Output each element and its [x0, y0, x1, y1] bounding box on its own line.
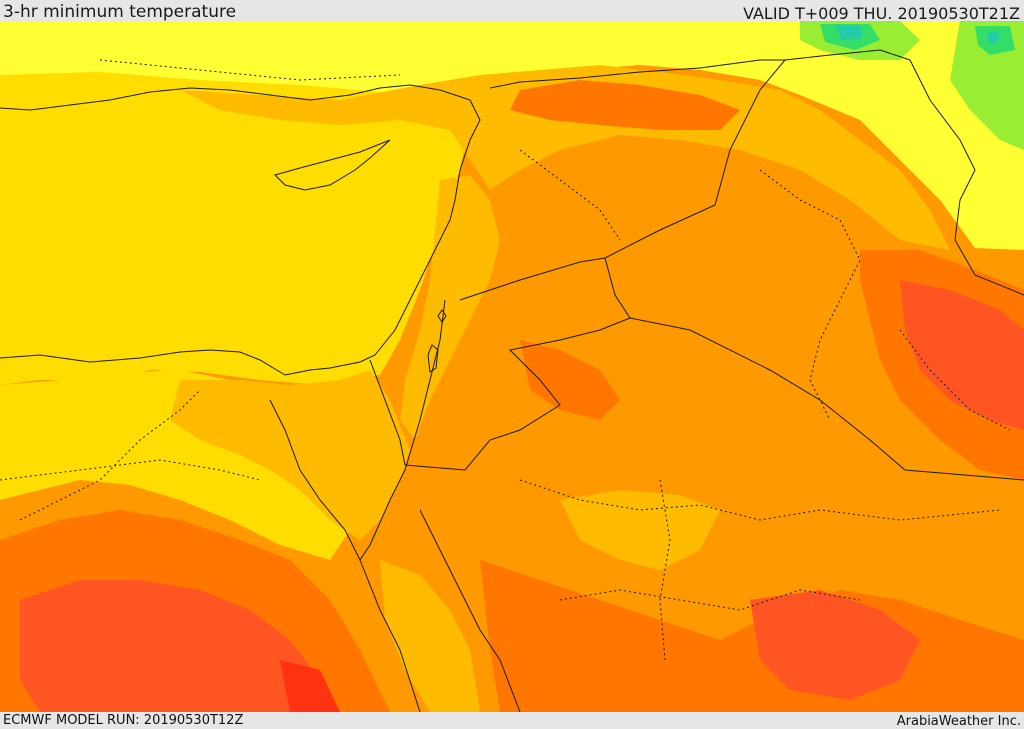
iraq-east-lines	[899, 329, 1011, 431]
temp-zone-hejaz-gold	[380, 560, 480, 712]
dead-sea-outline	[427, 344, 439, 373]
temp-zone-sinai-gold	[170, 370, 410, 540]
map-footer: ECMWF MODEL RUN: 20190530T12Z ArabiaWeat…	[0, 712, 1024, 729]
temp-zone-arabia-south-red	[750, 590, 920, 700]
temp-zone-levant-gold	[400, 175, 500, 440]
iraq-region-lines	[759, 169, 861, 421]
map-borders	[0, 49, 1024, 712]
temp-zone-mediterranean-yellow	[0, 72, 470, 385]
temp-zone-north-gold	[180, 65, 950, 250]
temp-zone-northeast-teal	[835, 26, 862, 40]
temp-zone-east-teal-dot	[987, 31, 999, 43]
syria-iraq-border	[459, 59, 786, 301]
temp-zone-arabia-gold	[560, 490, 720, 570]
map-title: 3-hr minimum temperature	[3, 2, 237, 22]
temp-zone-egypt-south-hot	[280, 660, 340, 712]
temp-zone-turkey-dark-orange	[510, 80, 740, 130]
map-header: 3-hr minimum temperature VALID T+009 THU…	[0, 0, 1024, 23]
valid-time-label: VALID T+009 THU. 20190530T21Z	[743, 4, 1020, 23]
iraq-saudi-border	[629, 317, 1024, 481]
egypt-west-lines	[19, 389, 201, 521]
gulf-of-aqaba-coast	[369, 299, 446, 546]
temp-zone-north-yellow	[0, 21, 1024, 250]
map-internal-borders	[0, 59, 1011, 661]
red-sea-west-coast	[359, 559, 421, 712]
lake-tiberias-outline	[437, 309, 447, 323]
iran-iraq-border	[909, 59, 1024, 296]
egypt-region-lines	[0, 459, 261, 481]
saudi-region-lines-1	[519, 479, 1001, 521]
turkey-coastline	[0, 84, 471, 111]
turkey-syria-border	[489, 49, 911, 89]
egypt-israel-border	[369, 359, 406, 466]
cyprus-outline	[274, 139, 391, 191]
egypt-coastline	[0, 99, 481, 376]
red-sea-east-coast	[419, 509, 521, 712]
turkey-region-lines	[99, 59, 401, 81]
credit-label: ArabiaWeather Inc.	[896, 714, 1021, 729]
temp-zone-egypt-south-red	[20, 580, 340, 712]
model-run-label: ECMWF MODEL RUN: 20190530T12Z	[3, 713, 244, 728]
saudi-region-lines-3	[659, 479, 671, 661]
syria-region-lines	[519, 149, 621, 241]
temp-zone-iraq-red	[900, 280, 1024, 430]
temperature-map	[0, 21, 1024, 712]
temp-zone-jordan-dark-orange	[520, 340, 620, 420]
saudi-region-lines-2	[559, 589, 861, 611]
temp-zone-east-light-green	[950, 21, 1024, 150]
temperature-map-svg	[0, 21, 1024, 712]
